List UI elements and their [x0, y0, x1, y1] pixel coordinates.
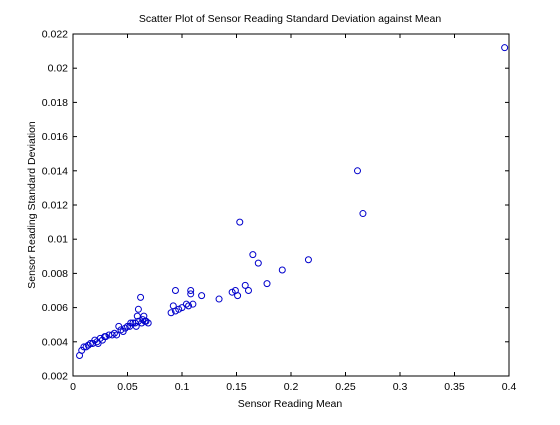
y-axis-ticks: 0.002 0.004 0.006 0.008 0.01 0.012 0.014 0.016 0… — [42, 29, 509, 383]
x-tick-label: 0.35 — [444, 381, 465, 393]
data-point — [78, 346, 86, 354]
data-point — [84, 341, 92, 349]
data-point — [187, 290, 195, 298]
data-point — [254, 259, 262, 267]
y-tick-label: 0.006 — [42, 302, 68, 314]
data-point — [115, 322, 123, 330]
data-point — [139, 316, 147, 324]
data-point — [134, 317, 142, 325]
data-point — [133, 312, 141, 320]
data-point — [304, 256, 312, 264]
y-tick-label: 0.01 — [48, 234, 69, 246]
data-point — [187, 287, 195, 294]
data-point — [501, 44, 509, 52]
data-point — [113, 331, 121, 339]
x-tick-label: 0.25 — [335, 381, 356, 393]
data-point — [108, 331, 116, 339]
data-point — [189, 300, 197, 308]
data-point — [215, 295, 223, 303]
data-point — [80, 343, 88, 351]
x-tick-label: 0.1 — [175, 381, 190, 393]
y-tick-label: 0.004 — [42, 336, 68, 348]
data-point — [198, 292, 206, 300]
data-point — [241, 281, 249, 289]
data-point — [249, 251, 257, 259]
y-tick-label: 0.014 — [42, 165, 68, 177]
data-point — [142, 317, 150, 325]
data-point — [82, 343, 90, 351]
data-point — [234, 292, 242, 300]
y-tick-label: 0.018 — [42, 97, 68, 109]
data-point — [171, 287, 179, 294]
data-point — [89, 340, 97, 348]
data-point — [185, 302, 193, 310]
data-point — [171, 307, 179, 315]
data-point — [263, 280, 271, 288]
data-point — [138, 319, 146, 327]
y-tick-label: 0.008 — [42, 268, 68, 280]
x-tick-label: 0.2 — [284, 381, 299, 393]
x-tick-label: 0.4 — [502, 381, 517, 393]
data-point — [228, 288, 236, 296]
data-point — [121, 324, 129, 332]
x-tick-label: 0.15 — [226, 381, 247, 393]
data-points — [76, 44, 509, 359]
y-axis-label: Sensor Reading Standard Deviation — [26, 121, 38, 289]
chart-title: Scatter Plot of Sensor Reading Standard … — [139, 13, 442, 25]
data-point — [134, 305, 142, 313]
x-axis-label: Sensor Reading Mean — [238, 398, 343, 410]
data-point — [144, 319, 152, 327]
y-tick-label: 0.016 — [42, 131, 68, 143]
data-point — [86, 340, 94, 348]
data-point — [182, 300, 190, 308]
data-point — [167, 309, 175, 317]
data-point — [131, 319, 139, 327]
data-point — [102, 333, 110, 341]
data-point — [359, 210, 367, 218]
data-point — [127, 319, 135, 327]
x-tick-label: 0 — [70, 381, 76, 393]
x-tick-label: 0.3 — [393, 381, 408, 393]
data-point — [278, 266, 286, 274]
data-point — [175, 305, 183, 313]
data-point — [117, 326, 125, 334]
y-tick-label: 0.012 — [42, 200, 68, 212]
data-point — [244, 287, 252, 294]
data-point — [137, 293, 145, 301]
data-point — [119, 328, 127, 336]
x-axis-ticks: 0 0.05 0.1 0.15 0.2 0.25 0.3 0.35 0.4 — [70, 34, 516, 393]
y-tick-label: 0.02 — [48, 63, 69, 75]
y-tick-label: 0.002 — [42, 371, 68, 383]
data-point — [236, 218, 244, 226]
y-tick-label: 0.022 — [42, 29, 68, 41]
data-point — [110, 329, 118, 337]
data-point — [353, 167, 361, 175]
x-tick-label: 0.05 — [117, 381, 138, 393]
data-point — [178, 304, 186, 312]
